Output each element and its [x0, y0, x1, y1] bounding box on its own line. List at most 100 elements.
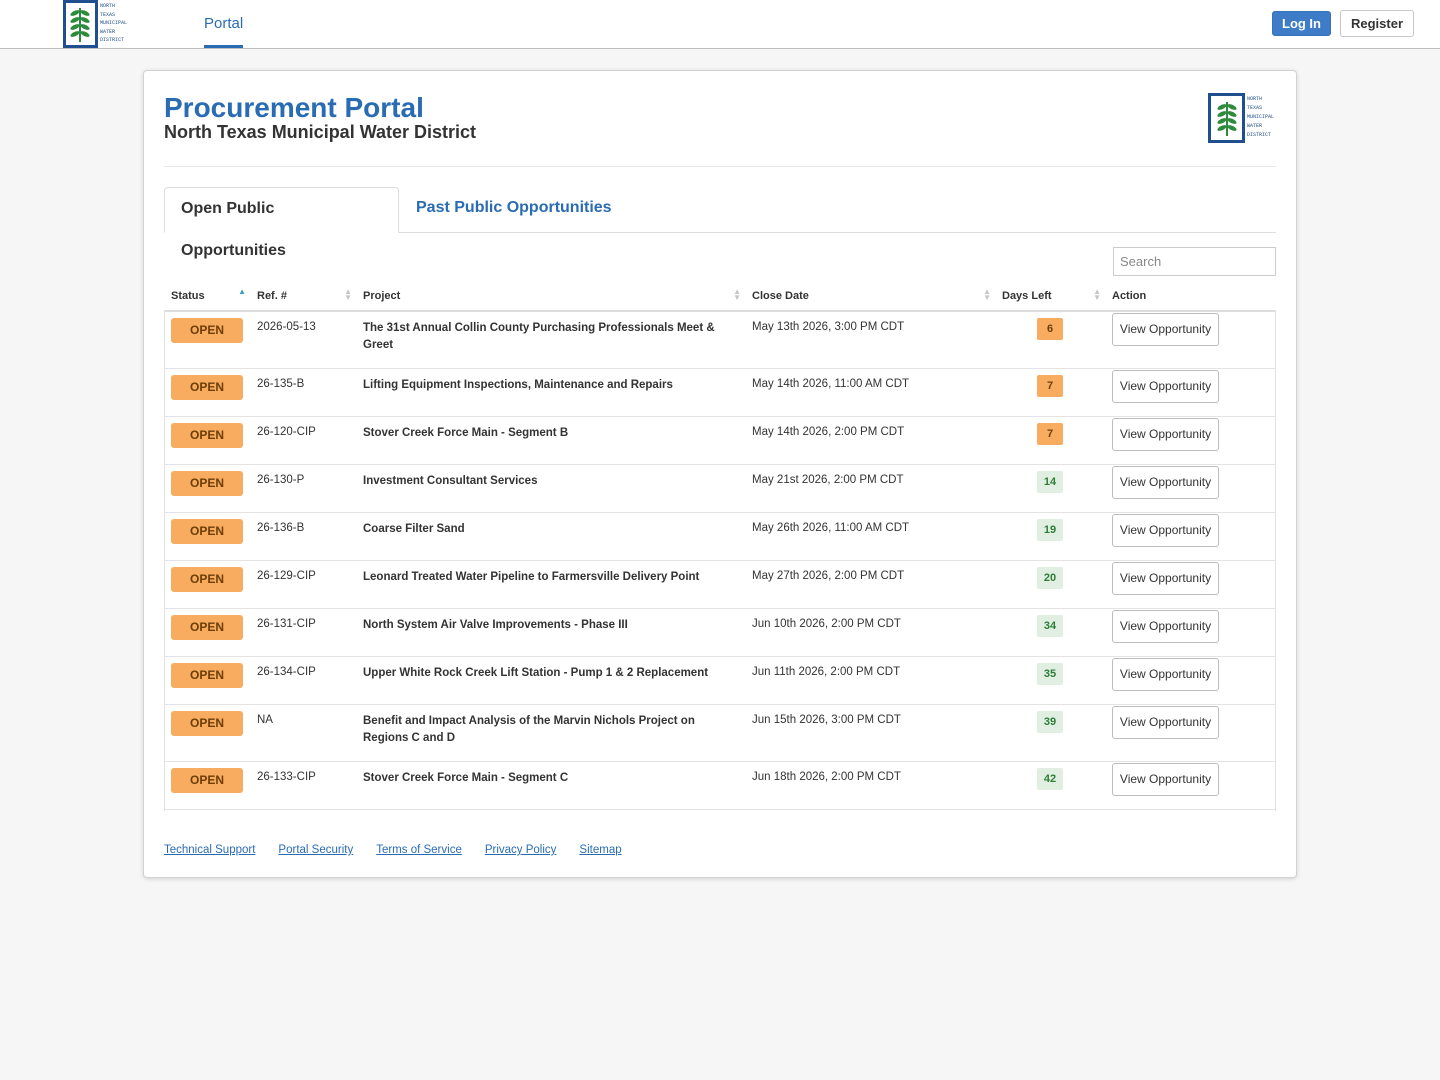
- table-row: OPEN 26-134-CIP Upper White Rock Creek L…: [164, 656, 1276, 704]
- view-opportunity-button[interactable]: View Opportunity: [1112, 417, 1219, 451]
- table-row: OPEN 26-133-CIP Stover Creek Force Main …: [164, 761, 1276, 809]
- status-badge: OPEN: [171, 518, 243, 544]
- column-header-action: Action: [1105, 281, 1276, 312]
- logo[interactable]: NORTH TEXAS MUNICIPAL WATER DISTRICT: [63, 0, 127, 48]
- view-opportunity-button[interactable]: View Opportunity: [1112, 513, 1219, 547]
- close-date: Jun 11th 2026, 2:00 PM CDT: [752, 665, 901, 678]
- days-left-badge: 14: [1037, 470, 1063, 493]
- table-row: OPEN 26-136-B Coarse Filter Sand May 26t…: [164, 512, 1276, 560]
- plant-logo-icon: [1208, 93, 1245, 143]
- opportunity-tabs: Open Public Opportunities Past Public Op…: [164, 187, 1276, 259]
- footer-link-sitemap[interactable]: Sitemap: [579, 844, 622, 856]
- view-opportunity-button[interactable]: View Opportunity: [1112, 313, 1219, 346]
- close-date: May 14th 2026, 11:00 AM CDT: [752, 377, 910, 390]
- sort-icon: ▲ ▼: [733, 287, 741, 302]
- ref-number: 26-130-P: [257, 473, 305, 486]
- close-date: Jun 10th 2026, 2:00 PM CDT: [752, 617, 901, 630]
- procurement-card: Procurement Portal North Texas Municipal…: [143, 70, 1297, 878]
- status-badge: OPEN: [171, 662, 243, 688]
- ref-number: NA: [257, 713, 273, 726]
- project-name: Leonard Treated Water Pipeline to Farmer…: [363, 570, 700, 583]
- footer-link-privacy-policy[interactable]: Privacy Policy: [484, 844, 557, 856]
- opportunities-table-wrap: Status ▲ Ref. # ▲ ▼ Project ▲ ▼ Close Date ▲ ▼ …: [164, 281, 1276, 810]
- days-left-badge: 7: [1037, 422, 1063, 445]
- header-divider: [164, 166, 1276, 167]
- project-name: Stover Creek Force Main - Segment C: [363, 771, 569, 784]
- ref-number: 26-129-CIP: [257, 569, 316, 582]
- project-name: Stover Creek Force Main - Segment B: [363, 426, 569, 439]
- table-row: OPEN 26-131-CIP North System Air Valve I…: [164, 608, 1276, 656]
- column-header-days-left[interactable]: Days Left ▲ ▼: [995, 281, 1105, 312]
- status-badge: OPEN: [171, 767, 243, 793]
- ref-number: 26-136-B: [257, 521, 305, 534]
- project-name: Coarse Filter Sand: [363, 522, 465, 535]
- column-header-status[interactable]: Status ▲: [164, 281, 250, 312]
- login-button[interactable]: Log In: [1272, 11, 1331, 36]
- days-left-badge: 6: [1037, 318, 1063, 340]
- column-header-project[interactable]: Project ▲ ▼: [356, 281, 745, 312]
- nav-portal-link[interactable]: Portal: [204, 0, 244, 48]
- close-date: May 21st 2026, 2:00 PM CDT: [752, 473, 904, 486]
- ref-number: 26-135-B: [257, 377, 305, 390]
- days-left-badge: 34: [1037, 614, 1063, 637]
- footer-links: Technical Support Portal Security Terms …: [164, 844, 622, 856]
- plant-logo-icon: [63, 0, 98, 48]
- view-opportunity-button[interactable]: View Opportunity: [1112, 609, 1219, 643]
- days-left-badge: 39: [1037, 710, 1063, 733]
- close-date: Jun 18th 2026, 2:00 PM CDT: [752, 770, 901, 783]
- view-opportunity-button[interactable]: View Opportunity: [1112, 561, 1219, 595]
- close-date: May 13th 2026, 3:00 PM CDT: [752, 321, 905, 333]
- status-badge: OPEN: [171, 318, 243, 343]
- footer-link-terms-of-service[interactable]: Terms of Service: [376, 844, 462, 856]
- project-name: Lifting Equipment Inspections, Maintenan…: [363, 378, 673, 391]
- table-row: OPEN 26-129-CIP Leonard Treated Water Pi…: [164, 560, 1276, 608]
- search-input[interactable]: [1113, 247, 1276, 276]
- sort-icon: ▲ ▼: [344, 287, 352, 302]
- tab-past-opportunities[interactable]: Past Public Opportunities: [416, 199, 612, 216]
- opportunities-table: Status ▲ Ref. # ▲ ▼ Project ▲ ▼ Close Date ▲ ▼ …: [164, 281, 1276, 810]
- view-opportunity-button[interactable]: View Opportunity: [1112, 762, 1219, 796]
- status-badge: OPEN: [171, 374, 243, 400]
- ref-number: 26-133-CIP: [257, 770, 316, 783]
- close-date: May 14th 2026, 2:00 PM CDT: [752, 425, 905, 438]
- status-badge: OPEN: [171, 710, 243, 736]
- days-left-badge: 42: [1037, 767, 1063, 790]
- page-title: Procurement Portal: [164, 92, 424, 123]
- table-row: OPEN NA Benefit and Impact Analysis of t…: [164, 704, 1276, 761]
- table-row: OPEN 2026-05-13 The 31st Annual Collin C…: [164, 311, 1276, 368]
- sort-icon: ▲ ▼: [1093, 287, 1101, 302]
- status-badge: OPEN: [171, 422, 243, 448]
- table-row: OPEN 26-120-CIP Stover Creek Force Main …: [164, 416, 1276, 464]
- logo-wordmark: NORTH TEXAS MUNICIPAL WATER DISTRICT: [1247, 96, 1275, 138]
- ref-number: 26-120-CIP: [257, 425, 316, 438]
- ref-number: 26-131-CIP: [257, 617, 316, 630]
- project-name: Investment Consultant Services: [363, 474, 538, 487]
- days-left-badge: 35: [1037, 662, 1063, 685]
- top-navbar: NORTH TEXAS MUNICIPAL WATER DISTRICT Por…: [0, 0, 1440, 49]
- sort-ascending-icon: ▲: [238, 287, 246, 296]
- table-row: OPEN 26-135-B Lifting Equipment Inspecti…: [164, 368, 1276, 416]
- tab-open-opportunities[interactable]: Open Public Opportunities: [164, 187, 399, 259]
- view-opportunity-button[interactable]: View Opportunity: [1112, 657, 1219, 691]
- days-left-badge: 19: [1037, 518, 1063, 541]
- close-date: May 27th 2026, 2:00 PM CDT: [752, 569, 905, 582]
- card-logo: NORTH TEXAS MUNICIPAL WATER DISTRICT: [1208, 93, 1274, 143]
- column-header-close-date[interactable]: Close Date ▲ ▼: [745, 281, 995, 312]
- status-badge: OPEN: [171, 566, 243, 592]
- view-opportunity-button[interactable]: View Opportunity: [1112, 369, 1219, 403]
- register-button[interactable]: Register: [1340, 10, 1414, 37]
- column-header-ref[interactable]: Ref. # ▲ ▼: [250, 281, 356, 312]
- ref-number: 2026-05-13: [257, 321, 316, 333]
- footer-link-technical-support[interactable]: Technical Support: [164, 844, 256, 856]
- project-name: Benefit and Impact Analysis of the Marvi…: [363, 714, 695, 744]
- view-opportunity-button[interactable]: View Opportunity: [1112, 705, 1219, 739]
- close-date: Jun 15th 2026, 3:00 PM CDT: [752, 713, 901, 726]
- project-name: The 31st Annual Collin County Purchasing…: [363, 322, 715, 351]
- view-opportunity-button[interactable]: View Opportunity: [1112, 465, 1219, 499]
- status-badge: OPEN: [171, 614, 243, 640]
- close-date: May 26th 2026, 11:00 AM CDT: [752, 521, 910, 534]
- footer-link-portal-security[interactable]: Portal Security: [278, 844, 354, 856]
- logo-wordmark: NORTH TEXAS MUNICIPAL WATER DISTRICT: [99, 3, 127, 44]
- days-left-badge: 20: [1037, 566, 1063, 589]
- page-subtitle: North Texas Municipal Water District: [164, 122, 477, 142]
